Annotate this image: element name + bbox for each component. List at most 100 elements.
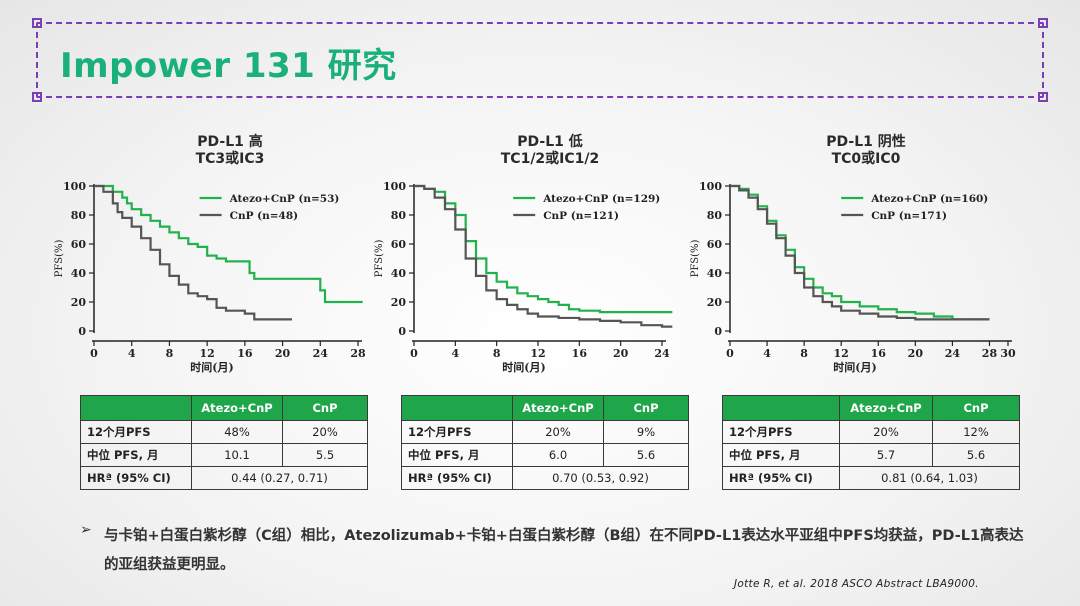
cell-atezo: 10.1 [191, 443, 283, 467]
table-row: 12个月PFS 20% 12% [722, 420, 1020, 444]
y-tick-label: 60 [707, 238, 723, 251]
legend-label: Atezo+CnP (n=160) [870, 193, 988, 205]
y-tick-label: 100 [699, 180, 722, 193]
x-tick-label: 24 [654, 347, 670, 360]
table-row: HRª (95% CI) 0.81 (0.64, 1.03) [722, 466, 1020, 490]
cell-cnp: 12% [932, 420, 1020, 444]
x-tick-label: 16 [237, 347, 253, 360]
results-table-high: Atezo+CnP CnP 12个月PFS 48% 20% 中位 PFS, 月 … [80, 395, 368, 490]
panel-title: PD-L1 阴性 TC0或IC0 [786, 134, 946, 168]
x-tick-label: 16 [871, 347, 887, 360]
x-tick-label: 16 [572, 347, 588, 360]
bullet-arrow-icon: ➢ [80, 522, 92, 538]
km-chart-negative: 0 20 40 60 80 100 0 4 8 12 16 20 24 28 30 时间(月) PFS(%) At… [690, 180, 1016, 374]
series-atezo-line [94, 184, 363, 304]
y-axis-label: PFS(%) [690, 239, 701, 277]
page-title: Impower 131 研究 [60, 46, 397, 86]
cell-cnp: 20% [282, 420, 368, 444]
title-frame [32, 18, 1048, 102]
x-tick-label: 12 [834, 347, 849, 360]
legend-label: CnP (n=171) [871, 210, 947, 222]
x-tick-label: 20 [613, 347, 629, 360]
table-row: 12个月PFS 48% 20% [80, 420, 368, 444]
y-tick-label: 100 [383, 180, 406, 193]
y-tick-label: 80 [71, 209, 87, 222]
cell-hr: 0.81 (0.64, 1.03) [839, 466, 1020, 490]
panel-title: PD-L1 高 TC3或IC3 [150, 134, 310, 168]
table-header-cnp: CnP [603, 395, 689, 421]
table-header-atezo: Atezo+CnP [191, 395, 283, 421]
cell-cnp: 5.6 [603, 443, 689, 467]
table-header-cnp: CnP [282, 395, 368, 421]
km-chart-low: 0 20 40 60 80 100 0 4 8 12 16 20 24 时间(月) PFS(%) Atezo+… [374, 180, 673, 374]
y-tick-label: 20 [71, 296, 87, 309]
results-table-low: Atezo+CnP CnP 12个月PFS 20% 9% 中位 PFS, 月 6… [401, 395, 689, 490]
x-tick-label: 8 [493, 347, 501, 360]
frame-corner [1038, 92, 1048, 102]
row-label: 中位 PFS, 月 [80, 443, 192, 467]
x-tick-label: 4 [128, 347, 136, 360]
x-tick-label: 24 [313, 347, 329, 360]
panel-title-line2: TC1/2或IC1/2 [500, 151, 600, 167]
cell-atezo: 20% [512, 420, 604, 444]
y-tick-label: 0 [398, 325, 406, 338]
x-tick-label: 8 [166, 347, 174, 360]
table-row: HRª (95% CI) 0.44 (0.27, 0.71) [80, 466, 368, 490]
table-row: 中位 PFS, 月 5.7 5.6 [722, 443, 1020, 467]
cell-cnp: 5.6 [932, 443, 1020, 467]
row-label: 12个月PFS [401, 420, 513, 444]
results-table-negative: Atezo+CnP CnP 12个月PFS 20% 12% 中位 PFS, 月 … [722, 395, 1020, 490]
table-header-atezo: Atezo+CnP [839, 395, 933, 421]
cell-atezo: 5.7 [839, 443, 933, 467]
series-atezo-line [414, 184, 673, 314]
y-tick-label: 60 [391, 238, 407, 251]
x-axis-label: 时间(月) [502, 360, 545, 374]
cell-atezo: 48% [191, 420, 283, 444]
frame-corner [1038, 18, 1048, 28]
x-tick-label: 0 [90, 347, 98, 360]
x-tick-label: 8 [800, 347, 808, 360]
series-cnp-line [94, 184, 292, 321]
x-tick-label: 12 [530, 347, 545, 360]
y-tick-label: 40 [391, 267, 407, 280]
table-header-empty [722, 395, 840, 421]
x-tick-label: 4 [763, 347, 771, 360]
x-tick-label: 12 [199, 347, 214, 360]
series-cnp-line [730, 184, 990, 321]
legend-label: CnP (n=48) [230, 210, 299, 222]
x-axis-label: 时间(月) [833, 360, 876, 374]
cell-atezo: 20% [839, 420, 933, 444]
x-tick-label: 28 [350, 347, 366, 360]
km-chart-high: 0 20 40 60 80 100 0 4 8 12 16 20 24 28 时间(月) PFS(%) Atez… [54, 180, 366, 374]
summary-bullet: 与卡铂+白蛋白紫杉醇（C组）相比，Atezolizumab+卡铂+白蛋白紫杉醇（… [104, 528, 1024, 573]
legend-label: CnP (n=121) [543, 210, 619, 222]
panel-title: PD-L1 低 TC1/2或IC1/2 [470, 134, 630, 168]
legend-label: Atezo+CnP (n=53) [229, 193, 340, 205]
x-axis-label: 时间(月) [190, 360, 233, 374]
y-tick-label: 0 [78, 325, 86, 338]
table-header-atezo: Atezo+CnP [512, 395, 604, 421]
y-tick-label: 60 [71, 238, 87, 251]
row-label-hr: HRª (95% CI) [80, 466, 192, 490]
row-label-hr: HRª (95% CI) [401, 466, 513, 490]
row-label: 12个月PFS [80, 420, 192, 444]
table-header-empty [80, 395, 192, 421]
series-cnp-line [414, 184, 673, 328]
cell-atezo: 6.0 [512, 443, 604, 467]
table-row: 中位 PFS, 月 6.0 5.6 [401, 443, 689, 467]
y-tick-label: 40 [707, 267, 723, 280]
cell-hr: 0.70 (0.53, 0.92) [512, 466, 689, 490]
y-tick-label: 100 [63, 180, 86, 193]
x-tick-label: 0 [410, 347, 418, 360]
x-tick-label: 20 [908, 347, 924, 360]
y-tick-label: 0 [714, 325, 722, 338]
table-row: 中位 PFS, 月 10.1 5.5 [80, 443, 368, 467]
series-atezo-line [730, 184, 990, 321]
y-axis-label: PFS(%) [374, 239, 385, 277]
cell-cnp: 5.5 [282, 443, 368, 467]
y-tick-label: 40 [71, 267, 87, 280]
table-header-empty [401, 395, 513, 421]
y-tick-label: 80 [707, 209, 723, 222]
panel-title-line1: PD-L1 阴性 [826, 134, 906, 150]
